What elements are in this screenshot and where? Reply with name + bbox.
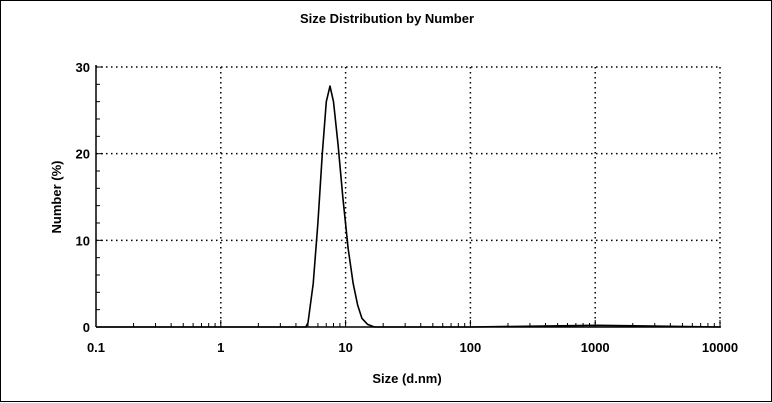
tick-labels: 0.1 1 10 100 1000 10000 0 10 20 30 — [76, 60, 739, 355]
x-tick-label: 1000 — [581, 340, 610, 355]
x-tick-label: 100 — [460, 340, 482, 355]
x-tick-label: 10000 — [702, 340, 738, 355]
series-line-0 — [96, 85, 721, 328]
x-tick-label: 1 — [217, 340, 224, 355]
chart-title: Size Distribution by Number — [300, 11, 474, 26]
x-axis-title: Size (d.nm) — [372, 371, 441, 386]
axes — [95, 65, 721, 328]
series-lines — [96, 85, 721, 328]
grid-lines — [96, 66, 721, 327]
x-tick-label: 10 — [338, 340, 352, 355]
x-tick-label: 0.1 — [87, 340, 105, 355]
y-tick-label: 10 — [76, 233, 90, 248]
y-tick-label: 0 — [83, 320, 90, 335]
y-tick-label: 20 — [76, 147, 90, 162]
y-axis-title: Number (%) — [49, 161, 64, 234]
y-tick-label: 30 — [76, 60, 90, 75]
